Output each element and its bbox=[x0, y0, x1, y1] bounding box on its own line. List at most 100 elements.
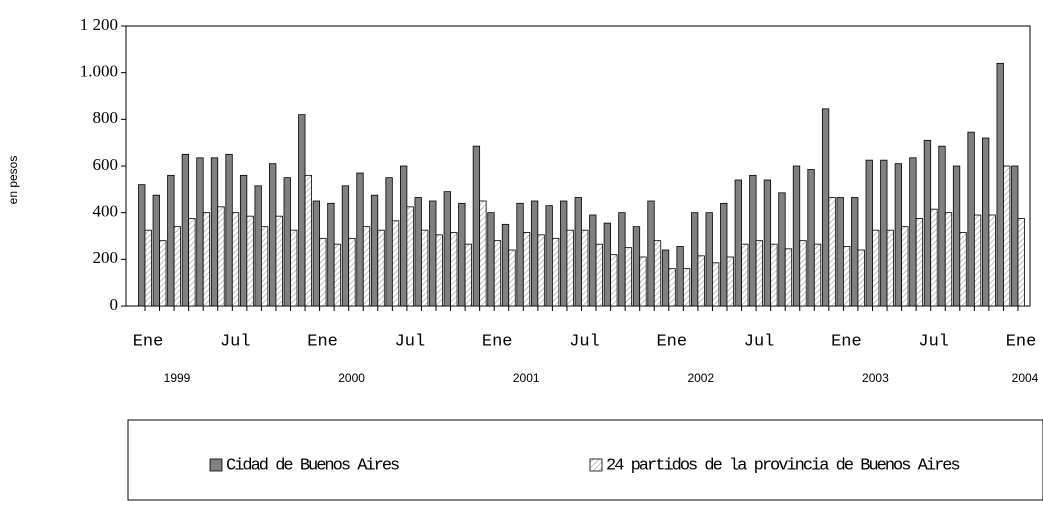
bar bbox=[770, 243, 778, 307]
bar bbox=[362, 226, 371, 307]
y-tick-label: 400 bbox=[93, 202, 119, 221]
bar bbox=[697, 255, 705, 307]
bar bbox=[566, 229, 574, 307]
x-tick-label: Ene bbox=[831, 332, 862, 351]
bar bbox=[516, 202, 524, 307]
bar bbox=[589, 214, 597, 307]
bar bbox=[930, 208, 938, 307]
bar bbox=[414, 197, 422, 307]
bar bbox=[552, 237, 560, 307]
bar bbox=[682, 268, 691, 307]
bar bbox=[763, 179, 772, 307]
bar bbox=[435, 234, 443, 307]
bar bbox=[304, 174, 312, 307]
bar bbox=[560, 200, 568, 307]
bar bbox=[152, 194, 160, 307]
bar bbox=[726, 256, 734, 307]
bar bbox=[225, 153, 233, 307]
bar bbox=[973, 214, 982, 307]
legend-swatch bbox=[209, 458, 223, 472]
bar bbox=[857, 249, 865, 307]
bar bbox=[537, 234, 545, 307]
legend-box bbox=[127, 419, 1043, 501]
bar bbox=[755, 240, 763, 307]
bar bbox=[938, 145, 946, 307]
bar bbox=[734, 179, 742, 307]
bar bbox=[421, 229, 429, 307]
bar bbox=[450, 232, 458, 307]
bar bbox=[661, 249, 670, 307]
bar bbox=[333, 243, 342, 307]
bar bbox=[167, 174, 175, 307]
bar bbox=[880, 159, 888, 307]
x-tick-label: Jul bbox=[220, 332, 251, 351]
bar bbox=[260, 226, 269, 307]
bar bbox=[581, 229, 589, 307]
bar bbox=[239, 174, 248, 307]
bar bbox=[202, 212, 211, 307]
bar bbox=[574, 197, 582, 307]
y-tick-label: 800 bbox=[93, 108, 119, 127]
bar bbox=[327, 202, 335, 307]
x-tick-label: Ene bbox=[1006, 332, 1037, 351]
bar bbox=[530, 200, 539, 307]
bar bbox=[138, 184, 146, 307]
bar bbox=[545, 205, 553, 307]
bar bbox=[217, 206, 225, 307]
bar bbox=[915, 218, 924, 307]
x-tick-label: Jul bbox=[918, 332, 949, 351]
bar bbox=[298, 114, 306, 307]
bar bbox=[909, 157, 917, 307]
bar bbox=[210, 157, 219, 307]
bar bbox=[472, 145, 481, 307]
bar bbox=[341, 185, 350, 307]
bar bbox=[370, 194, 379, 307]
x-year-label: 2000 bbox=[338, 371, 365, 385]
bar bbox=[639, 256, 647, 307]
bar bbox=[691, 212, 699, 307]
legend-label: Cidad de Buenos Aires bbox=[226, 456, 399, 475]
bar bbox=[944, 212, 953, 307]
y-tick-label: 0 bbox=[110, 295, 119, 314]
bar bbox=[778, 192, 786, 307]
bar bbox=[828, 197, 836, 307]
bar bbox=[749, 174, 757, 307]
bar bbox=[443, 191, 451, 307]
bar bbox=[996, 62, 1004, 307]
x-year-label: 2002 bbox=[687, 371, 714, 385]
bar bbox=[188, 218, 196, 307]
x-year-label: 2001 bbox=[513, 371, 540, 385]
x-year-label: 2003 bbox=[862, 371, 889, 385]
bar bbox=[269, 163, 277, 307]
bar bbox=[1017, 218, 1025, 307]
bar bbox=[784, 248, 793, 307]
bar bbox=[159, 240, 167, 307]
x-year-label: 2004 bbox=[1012, 371, 1039, 385]
bar bbox=[1011, 165, 1019, 307]
bar bbox=[618, 212, 626, 307]
bar bbox=[886, 229, 894, 307]
legend-label: 24 partidos de la provincia de Buenos Ai… bbox=[606, 456, 959, 475]
x-tick-label: Ene bbox=[482, 332, 513, 351]
x-tick-label: Ene bbox=[307, 332, 338, 351]
y-tick-label: 1 200 bbox=[80, 15, 118, 34]
y-tick-label: 1.000 bbox=[80, 62, 118, 81]
x-tick-label: Jul bbox=[569, 332, 600, 351]
bar bbox=[173, 226, 182, 307]
bar bbox=[312, 200, 321, 307]
bar bbox=[967, 131, 975, 307]
bar bbox=[872, 229, 880, 307]
bar bbox=[501, 223, 510, 307]
bar bbox=[508, 249, 516, 307]
bar bbox=[653, 240, 662, 307]
bar bbox=[894, 163, 902, 307]
bar bbox=[807, 169, 815, 307]
bar bbox=[632, 226, 641, 307]
bar bbox=[741, 243, 749, 307]
bar bbox=[988, 214, 996, 307]
bar bbox=[603, 222, 611, 307]
bar bbox=[792, 165, 801, 307]
bar bbox=[406, 206, 414, 307]
bar bbox=[799, 240, 807, 307]
